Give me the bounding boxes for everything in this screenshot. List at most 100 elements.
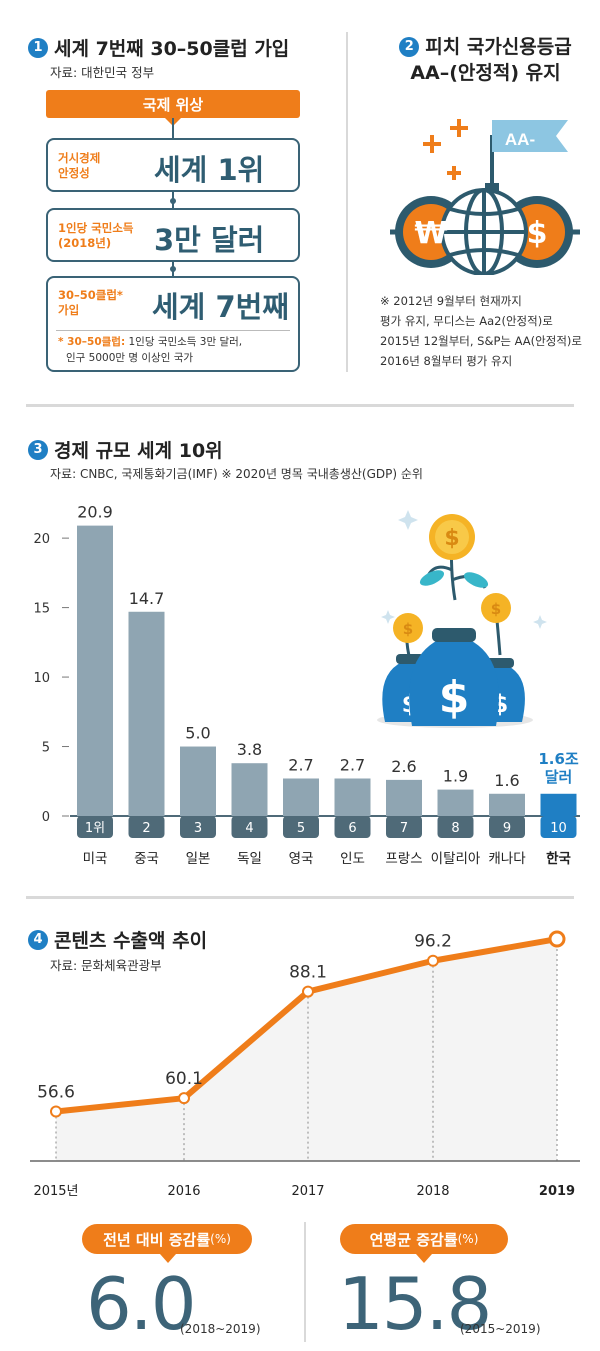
- rank-label: 3: [194, 821, 202, 836]
- rank-label: 10: [550, 821, 567, 836]
- rank-label: 8: [451, 821, 459, 836]
- status-bar-label: 국제 위상: [142, 95, 204, 114]
- section2-title-line1: 피치 국가신용등급: [425, 36, 572, 58]
- data-point: [548, 930, 566, 948]
- rank-label: 1위: [85, 821, 105, 836]
- footnote-line2: 인구 5000만 명 이상인 국가: [66, 352, 194, 364]
- flag-icon: [492, 120, 568, 152]
- value-label: 88.1: [289, 963, 327, 983]
- rank-label: 2: [142, 821, 150, 836]
- value-label: 101.9억달러: [521, 920, 585, 923]
- value-label: 20.9: [77, 503, 113, 522]
- footnote-line1: 1인당 국민소득 3만 달러,: [125, 336, 243, 348]
- bar: [386, 779, 422, 816]
- y-tick-label: 10: [33, 671, 50, 686]
- section4-title-text: 콘텐츠 수출액 추이: [54, 930, 208, 952]
- status-card-value: 세계 7번째: [152, 290, 289, 324]
- data-point: [50, 1105, 62, 1118]
- vertical-divider: [304, 1222, 306, 1342]
- svg-text:$: $: [444, 526, 459, 551]
- value-label: 1.6: [494, 771, 519, 790]
- stat-period-yoy: (2018~2019): [180, 1322, 261, 1336]
- value-label: 1.6조 달러: [538, 750, 579, 786]
- credit-rating-illustration: AA- ₩ $: [390, 119, 580, 275]
- rank-label: 9: [503, 821, 511, 836]
- rank-badge: [128, 816, 165, 838]
- y-tick-label: 5: [42, 741, 50, 756]
- section3-source: 자료: CNBC, 국제통화기금(IMF) ※ 2020년 명목 국내총생산(G…: [50, 467, 423, 481]
- status-card-label-line1: 30–50클럽*: [58, 288, 123, 302]
- stat-label-unit: (%): [210, 1232, 231, 1246]
- status-card-label-line1: 거시경제: [58, 151, 101, 165]
- rating-notes: ※ 2012년 9월부터 현재까지 평가 유지, 무디스는 Aa2(안정적)로 …: [380, 291, 596, 371]
- rating-note-line: 2015년 12월부터, S&P는 AA(안정적)로: [380, 334, 582, 348]
- section3-badge: 3: [28, 439, 48, 460]
- stat-period-avg: (2015~2019): [460, 1322, 541, 1336]
- bar: [128, 611, 165, 816]
- stat-label-text: 연평균 증감률: [369, 1230, 458, 1249]
- category-label: 이탈리아: [431, 851, 481, 867]
- rank-label: 6: [348, 821, 356, 836]
- category-label: 미국: [83, 851, 108, 867]
- value-label: 56.6: [37, 1083, 75, 1103]
- vertical-divider: [346, 32, 348, 372]
- section1-title: 1 세계 7번째 30–50클럽 가입: [28, 34, 289, 61]
- status-card-value: 3만 달러: [154, 223, 265, 257]
- status-card-club: 30–50클럽* 가입 세계 7번째 * 30–50클럽: 1인당 국민소득 3…: [46, 276, 300, 372]
- stat-value-avg: 15.8: [338, 1262, 492, 1346]
- footnote-title: * 30–50클럽:: [58, 336, 126, 348]
- bar: [77, 525, 113, 816]
- category-label: 중국: [134, 851, 159, 867]
- section4-title: 4 콘텐츠 수출액 추이: [28, 926, 207, 953]
- rank-label: 5: [297, 821, 305, 836]
- value-label: 14.7: [129, 589, 165, 608]
- value-label: 2.6: [391, 757, 416, 776]
- won-symbol: ₩: [414, 216, 447, 251]
- bar: [489, 793, 525, 816]
- rank-badge: [386, 816, 422, 838]
- svg-text:$: $: [403, 620, 413, 638]
- section2-badge: 2: [399, 37, 420, 57]
- status-card-label-line2: (2018년): [58, 236, 112, 250]
- flag-text: AA-: [505, 130, 535, 149]
- value-label: 1.9: [443, 767, 468, 786]
- section1-title-text: 세계 7번째 30–50클럽 가입: [54, 38, 290, 60]
- rating-note-line: 평가 유지, 무디스는 Aa2(안정적)로: [380, 314, 553, 328]
- stat-label-pointer: [416, 1254, 432, 1263]
- stat-label-text: 전년 대비 증감률: [103, 1230, 211, 1249]
- category-label: 인도: [340, 851, 365, 867]
- y-tick-label: 0: [42, 810, 50, 825]
- section2-title-line2: AA–(안정적) 유지: [410, 62, 561, 84]
- data-point: [302, 985, 314, 998]
- rank-label: 4: [245, 821, 253, 836]
- rank-label: 7: [400, 821, 408, 836]
- globe-icon: [440, 188, 528, 275]
- status-card-label-line2: 가입: [58, 303, 80, 317]
- category-label: 한국: [546, 851, 571, 867]
- value-label: 60.1: [165, 1069, 203, 1089]
- connector-dot: [170, 266, 176, 272]
- plus-icon: [423, 119, 468, 180]
- category-label: 영국: [289, 851, 314, 867]
- status-card-label: 1인당 국민소득 (2018년): [58, 221, 134, 251]
- category-label: 일본: [186, 851, 211, 867]
- value-label: 5.0: [185, 724, 210, 743]
- value-label: 2.7: [288, 755, 313, 774]
- bar: [180, 746, 216, 816]
- status-card-label: 거시경제 안정성: [58, 151, 100, 181]
- status-card-macro: 거시경제 안정성 세계 1위: [46, 138, 300, 192]
- bar: [334, 778, 371, 816]
- status-bar: 국제 위상: [46, 90, 300, 126]
- rating-note-line: 2016년 8월부터 평가 유지: [380, 354, 513, 368]
- data-point: [178, 1092, 190, 1105]
- section3-title: 3 경제 규모 세계 10위: [28, 436, 223, 463]
- section3-title-text: 경제 규모 세계 10위: [54, 440, 223, 462]
- x-tick-label: 2016: [167, 1184, 200, 1199]
- section2-title: 2 피치 국가신용등급 AA–(안정적) 유지: [378, 34, 593, 86]
- section1-source: 자료: 대한민국 정부: [50, 65, 155, 80]
- category-label: 독일: [237, 851, 262, 867]
- rank-badge: [77, 816, 113, 838]
- x-tick-label: 2019: [539, 1184, 575, 1199]
- stat-label-avg: 연평균 증감률 (%): [340, 1224, 508, 1254]
- status-card-label-line1: 1인당 국민소득: [58, 221, 134, 235]
